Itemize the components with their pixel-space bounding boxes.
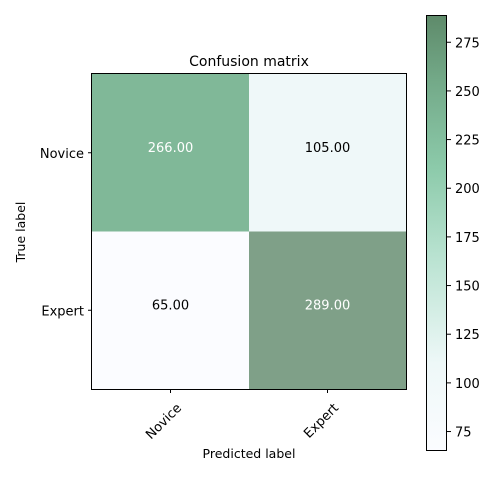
y-axis-ticks: Novice Expert: [40, 147, 92, 320]
cell-value-label: 289.00: [305, 298, 351, 313]
x-axis-label: Predicted label: [203, 446, 296, 461]
colorbar-gradient: [427, 15, 447, 451]
colorbar-tick-label: 100: [455, 377, 480, 392]
colorbar-tick-label: 125: [455, 328, 480, 343]
colorbar-tick-label: 200: [455, 182, 480, 197]
colorbar-tick-label: 250: [455, 85, 480, 100]
colorbar-tick-label: 275: [455, 36, 480, 51]
cell-value-label: 266.00: [148, 141, 194, 156]
x-tick-label: Novice: [143, 401, 185, 443]
heatmap-cells: [92, 74, 407, 390]
colorbar-tick-label: 75: [455, 426, 472, 441]
colorbar-ticks: 75 100 125 150 175 200 225 250 275: [447, 36, 480, 440]
cell-value-label: 105.00: [305, 141, 351, 156]
y-axis-label: True label: [13, 202, 28, 264]
y-tick-label: Expert: [41, 304, 84, 319]
chart-title: Confusion matrix: [189, 54, 309, 70]
x-tick-label: Expert: [301, 401, 342, 442]
colorbar-tick-label: 150: [455, 280, 480, 295]
y-tick-label: Novice: [40, 147, 84, 162]
colorbar-tick-label: 225: [455, 134, 480, 149]
cell-value-label: 65.00: [152, 298, 189, 313]
x-axis-ticks: Novice Expert: [143, 389, 342, 443]
colorbar-tick-label: 175: [455, 231, 480, 246]
